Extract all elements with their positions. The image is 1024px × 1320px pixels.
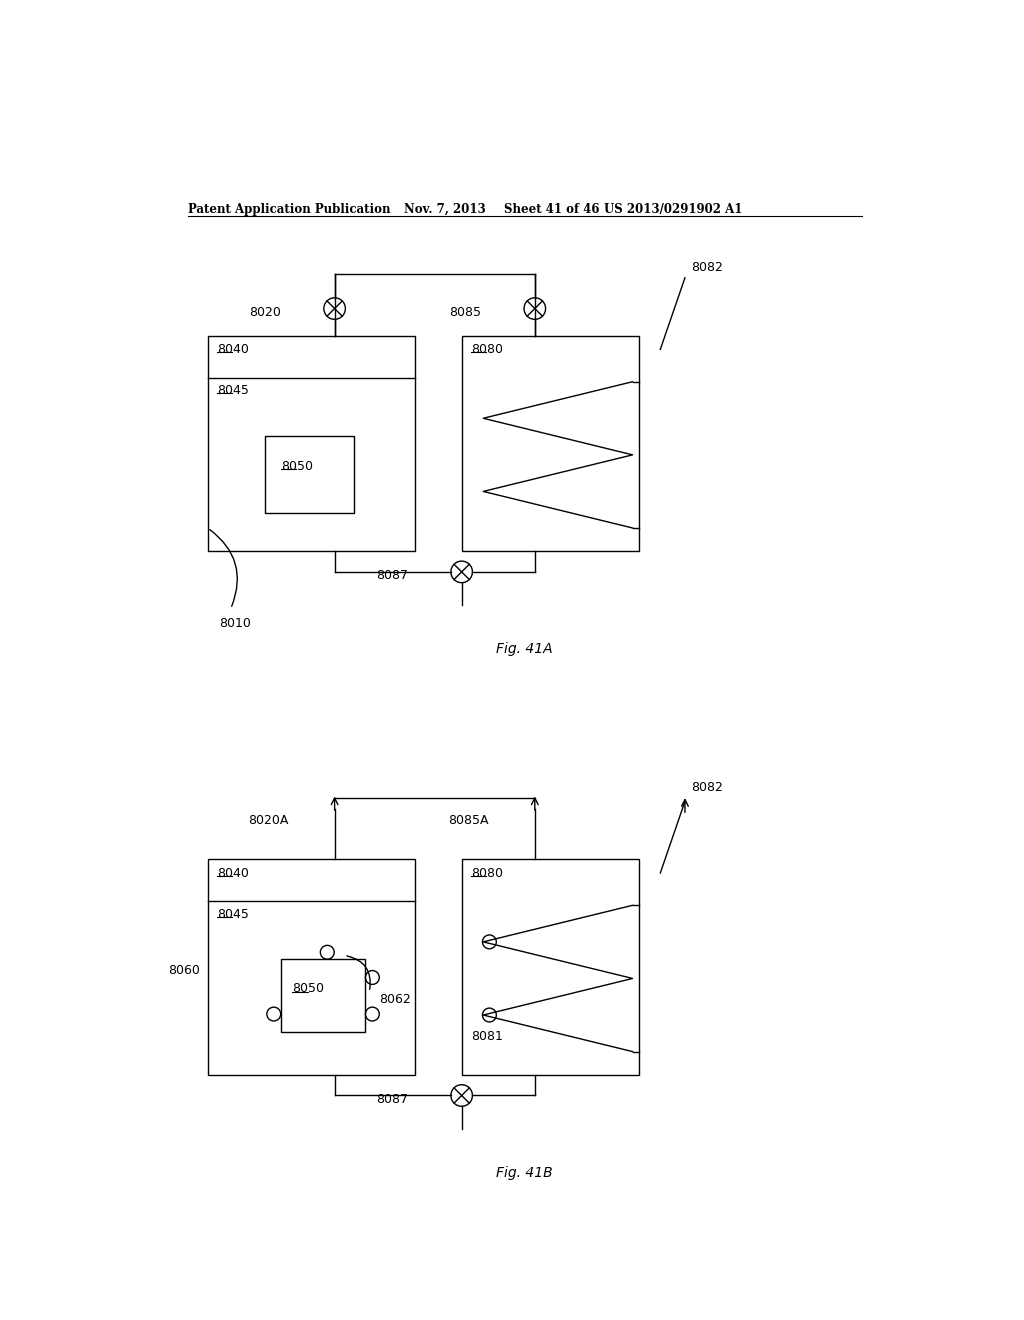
- Bar: [208, 335, 416, 552]
- Text: 8085: 8085: [449, 306, 481, 319]
- Text: Sheet 41 of 46: Sheet 41 of 46: [504, 203, 599, 216]
- Text: 8040: 8040: [217, 867, 249, 880]
- Text: 8080: 8080: [471, 867, 503, 880]
- Text: 8081: 8081: [471, 1030, 503, 1043]
- Text: 8082: 8082: [691, 261, 723, 275]
- Text: 8085A: 8085A: [449, 814, 488, 828]
- Text: 8050: 8050: [292, 982, 325, 995]
- Text: 8020: 8020: [249, 306, 281, 319]
- Text: 8062: 8062: [379, 993, 411, 1006]
- Bar: [462, 335, 639, 552]
- Text: 8087: 8087: [376, 1093, 408, 1106]
- Text: 8050: 8050: [281, 461, 312, 474]
- Text: 8082: 8082: [691, 780, 723, 793]
- Text: 8087: 8087: [376, 569, 408, 582]
- Text: 8040: 8040: [217, 343, 249, 356]
- Text: 8060: 8060: [168, 964, 200, 977]
- Bar: [265, 436, 354, 512]
- Text: 8045: 8045: [217, 908, 249, 920]
- Text: Nov. 7, 2013: Nov. 7, 2013: [403, 203, 485, 216]
- Text: Fig. 41A: Fig. 41A: [497, 642, 553, 656]
- Text: Fig. 41B: Fig. 41B: [497, 1166, 553, 1180]
- Bar: [208, 859, 416, 1074]
- Text: 8045: 8045: [217, 384, 249, 397]
- Text: US 2013/0291902 A1: US 2013/0291902 A1: [604, 203, 742, 216]
- Text: Patent Application Publication: Patent Application Publication: [188, 203, 391, 216]
- Bar: [281, 960, 366, 1032]
- Text: 8080: 8080: [471, 343, 503, 356]
- Text: 8010: 8010: [219, 616, 251, 630]
- Bar: [462, 859, 639, 1074]
- Text: 8020A: 8020A: [248, 814, 289, 828]
